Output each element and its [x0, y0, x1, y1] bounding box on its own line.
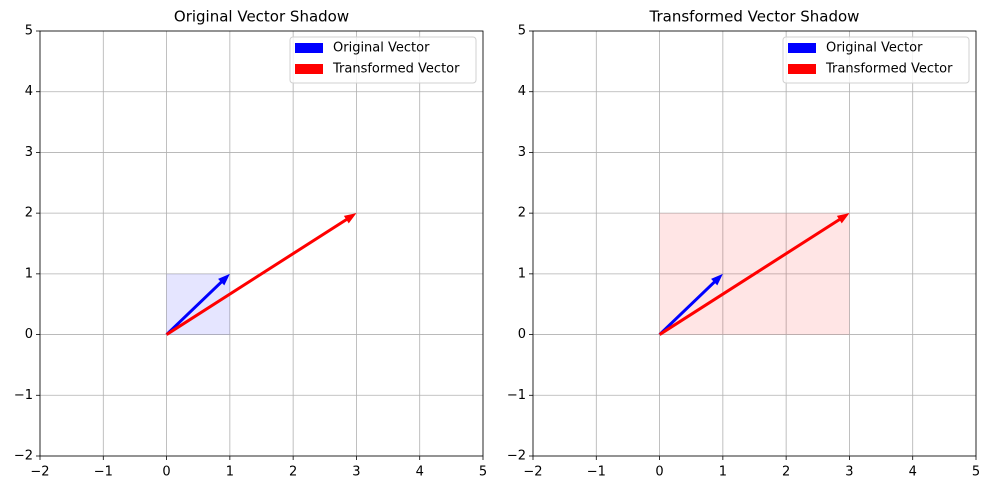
- y-tick-label: 5: [518, 24, 526, 39]
- legend-box: [782, 36, 970, 84]
- axes: Original Vector Shadow −2 −1 0 1 2 3 4 5 −2 −1 0 1 2 3…: [14, 8, 487, 480]
- x-tick-label: 0: [655, 465, 663, 480]
- y-tick-label: 4: [25, 84, 33, 99]
- y-tick-label: 0: [25, 327, 33, 342]
- y-tick-label: −1: [507, 388, 526, 403]
- legend-swatch: [295, 64, 323, 74]
- vector-arrow: [658, 213, 850, 336]
- y-tick-label: 2: [518, 206, 526, 221]
- vector-arrow: [165, 213, 357, 336]
- x-tick-label: −2: [523, 465, 542, 480]
- legend-label: Transformed Vector: [825, 62, 953, 77]
- chart-title: Original Vector Shadow: [174, 8, 349, 26]
- y-tick-label: 1: [518, 266, 526, 281]
- x-tick-label: 4: [416, 465, 424, 480]
- legend-swatch: [295, 43, 323, 53]
- y-tick-label: 3: [518, 145, 526, 160]
- legend-label: Transformed Vector: [332, 62, 460, 77]
- axes-frame: [532, 30, 977, 457]
- y-tick-label: 2: [25, 206, 33, 221]
- x-tick-label: 2: [782, 465, 790, 480]
- legend-box: [289, 36, 477, 84]
- y-tick-label: −1: [14, 388, 33, 403]
- x-tick-label: 0: [162, 465, 170, 480]
- vector-arrow: [165, 273, 230, 336]
- chart-title: Transformed Vector Shadow: [649, 8, 860, 26]
- x-tick-label: 2: [289, 465, 297, 480]
- y-tick-label: 1: [25, 266, 33, 281]
- x-tick-label: −2: [30, 465, 49, 480]
- legend-label: Original Vector: [333, 41, 430, 56]
- x-tick-label: 3: [352, 465, 360, 480]
- x-tick-label: 1: [719, 465, 727, 480]
- legend-swatch: [788, 64, 816, 74]
- vector-arrow: [658, 273, 723, 336]
- x-tick-label: 4: [909, 465, 917, 480]
- y-tick-label: −2: [14, 449, 33, 464]
- x-tick-label: −1: [587, 465, 606, 480]
- legend-label: Original Vector: [826, 41, 923, 56]
- axes-frame: [39, 30, 484, 457]
- y-tick-label: 5: [25, 24, 33, 39]
- x-tick-label: 5: [479, 465, 487, 480]
- y-tick-label: −2: [507, 449, 526, 464]
- x-tick-label: 1: [226, 465, 234, 480]
- y-tick-label: 0: [518, 327, 526, 342]
- x-tick-label: 5: [972, 465, 980, 480]
- x-tick-label: −1: [94, 465, 113, 480]
- y-tick-label: 3: [25, 145, 33, 160]
- legend-swatch: [788, 43, 816, 53]
- y-tick-label: 4: [518, 84, 526, 99]
- axes: Transformed Vector Shadow −2 −1 0 1 2 3 4 5 −2 −1 0…: [507, 8, 980, 480]
- x-tick-label: 3: [845, 465, 853, 480]
